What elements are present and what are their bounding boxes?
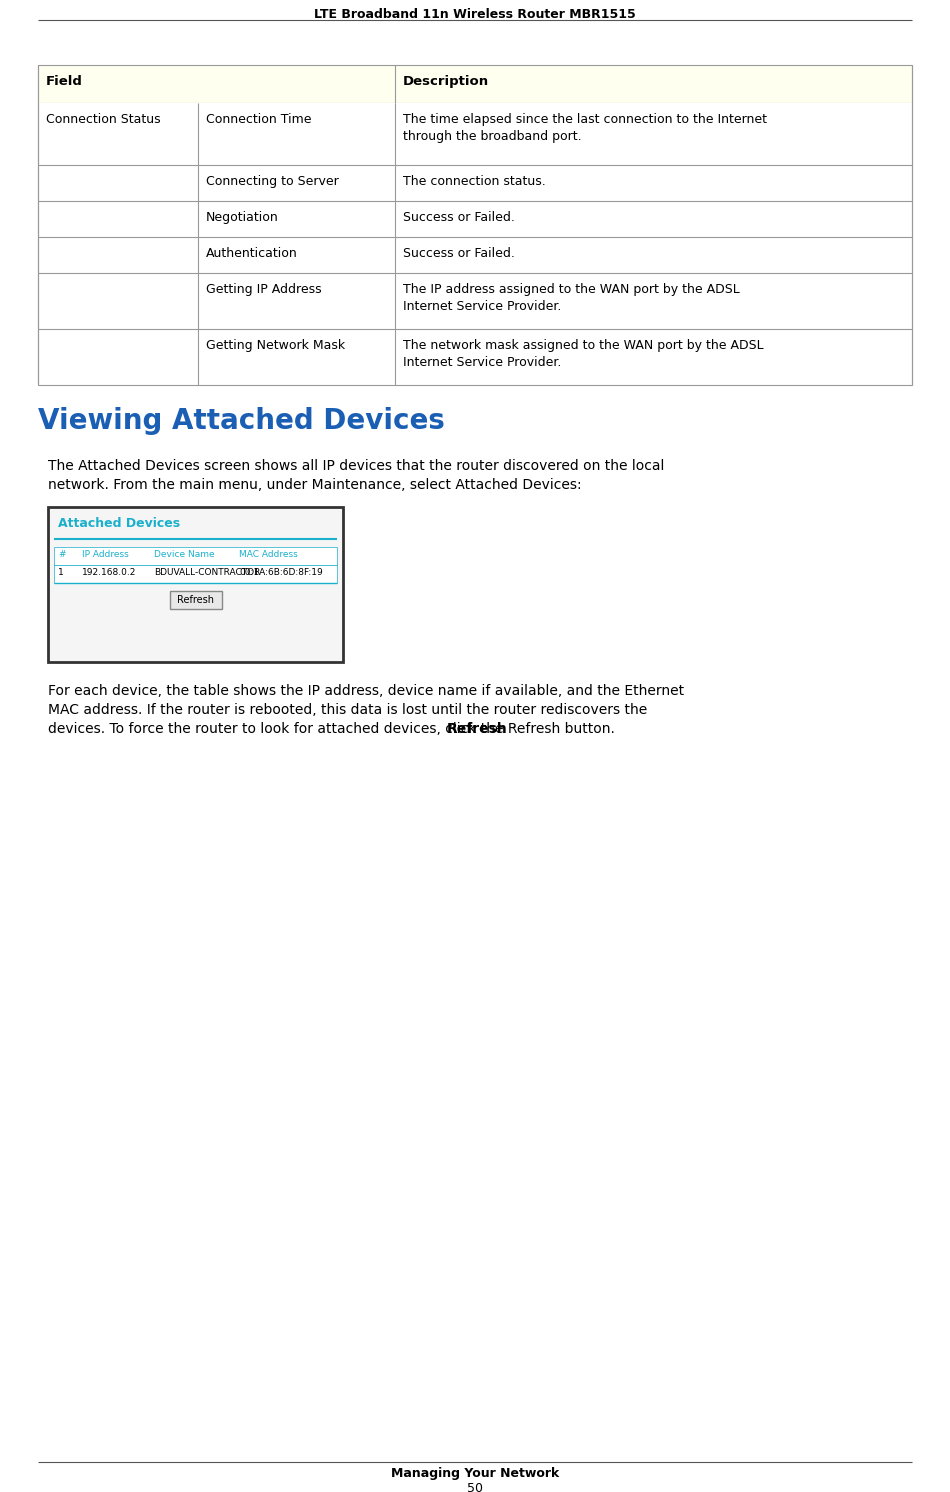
Text: devices. To force the router to look for attached devices, click the Refresh but: devices. To force the router to look for… (48, 722, 615, 736)
Text: Getting Network Mask: Getting Network Mask (206, 339, 345, 352)
Text: LTE Broadband 11n Wireless Router MBR1515: LTE Broadband 11n Wireless Router MBR151… (314, 7, 636, 21)
Text: Connection Time: Connection Time (206, 113, 312, 125)
Text: MAC Address: MAC Address (239, 551, 297, 560)
Bar (38, 273, 912, 330)
Text: Success or Failed.: Success or Failed. (403, 248, 515, 260)
Text: network. From the main menu, under Maintenance, select Attached Devices:: network. From the main menu, under Maint… (48, 477, 581, 492)
Bar (54, 548, 337, 565)
Text: Refresh: Refresh (446, 722, 507, 736)
Text: For each device, the table shows the IP address, device name if available, and t: For each device, the table shows the IP … (48, 683, 684, 698)
Text: The network mask assigned to the WAN port by the ADSL: The network mask assigned to the WAN por… (403, 339, 764, 352)
Text: 00:1A:6B:6D:8F:19: 00:1A:6B:6D:8F:19 (239, 568, 323, 577)
Text: Viewing Attached Devices: Viewing Attached Devices (38, 407, 445, 436)
Text: The Attached Devices screen shows all IP devices that the router discovered on t: The Attached Devices screen shows all IP… (48, 460, 664, 473)
Text: #: # (58, 551, 66, 560)
Text: Authentication: Authentication (206, 248, 297, 260)
Bar (38, 201, 912, 237)
Bar (48, 507, 343, 662)
Text: The time elapsed since the last connection to the Internet: The time elapsed since the last connecti… (403, 113, 767, 125)
Text: Getting IP Address: Getting IP Address (206, 283, 322, 295)
Text: 1: 1 (58, 568, 64, 577)
Text: through the broadband port.: through the broadband port. (403, 130, 581, 143)
Text: Field: Field (46, 75, 83, 88)
Text: Negotiation: Negotiation (206, 210, 278, 224)
Text: The IP address assigned to the WAN port by the ADSL: The IP address assigned to the WAN port … (403, 283, 740, 295)
Text: IP Address: IP Address (82, 551, 129, 560)
Text: Attached Devices: Attached Devices (58, 518, 180, 530)
Text: Internet Service Provider.: Internet Service Provider. (403, 300, 561, 313)
Text: Refresh: Refresh (177, 595, 214, 604)
Text: Internet Service Provider.: Internet Service Provider. (403, 357, 561, 369)
Bar (54, 565, 337, 583)
Text: Success or Failed.: Success or Failed. (403, 210, 515, 224)
Text: Connection Status: Connection Status (46, 113, 161, 125)
Bar (38, 237, 912, 273)
Bar (38, 166, 912, 201)
FancyBboxPatch shape (169, 591, 221, 609)
Text: Managing Your Network: Managing Your Network (390, 1467, 560, 1480)
Bar (38, 103, 912, 166)
Text: 50: 50 (467, 1482, 483, 1492)
Bar (38, 330, 912, 385)
Bar (38, 66, 912, 103)
Text: 192.168.0.2: 192.168.0.2 (82, 568, 137, 577)
Text: MAC address. If the router is rebooted, this data is lost until the router redis: MAC address. If the router is rebooted, … (48, 703, 647, 718)
Text: BDUVALL-CONTRACTOR: BDUVALL-CONTRACTOR (154, 568, 260, 577)
Bar (38, 66, 912, 103)
Text: Device Name: Device Name (154, 551, 215, 560)
Text: Connecting to Server: Connecting to Server (206, 175, 339, 188)
Text: Description: Description (403, 75, 489, 88)
Text: The connection status.: The connection status. (403, 175, 545, 188)
